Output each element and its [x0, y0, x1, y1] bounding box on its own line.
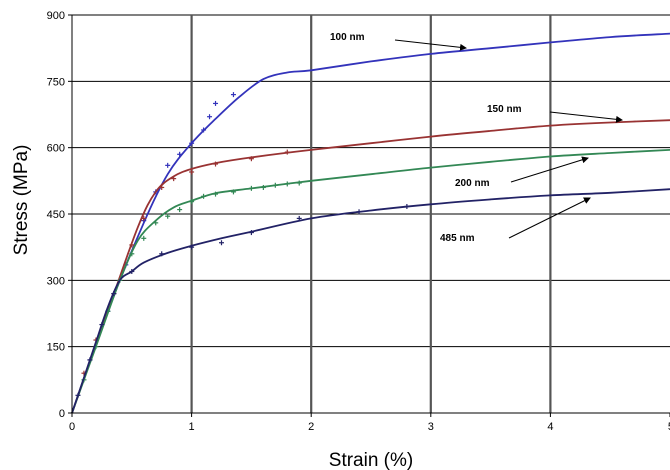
series-200-nm: [71, 149, 670, 414]
annotation-arrow-200-nm: [510, 156, 589, 183]
y-tick-label: 750: [47, 76, 65, 88]
annotation-arrow-150-nm: [549, 111, 623, 123]
axes: 0 150 300 450 600 750 900 0 1 2 3 4 5: [47, 10, 670, 433]
annotation-label-200-nm: 200 nm: [455, 178, 490, 189]
x-tick-label: 1: [189, 421, 195, 433]
grid: [72, 14, 670, 413]
y-tick-label: 150: [47, 342, 65, 354]
x-tick-label: 2: [308, 421, 314, 433]
y-axis-title: Stress (MPa): [11, 145, 32, 256]
series-485-nm: [71, 188, 670, 414]
y-tick-label: 300: [47, 275, 65, 287]
annotation-label-150-nm: 150 nm: [487, 104, 522, 115]
x-tick-label: 3: [428, 421, 434, 433]
series-100-nm: [71, 32, 670, 414]
y-tick-label: 0: [59, 408, 65, 420]
x-axis-title: Strain (%): [329, 450, 413, 470]
y-tick-label: 900: [47, 10, 65, 22]
series-line-150-nm: [71, 119, 670, 414]
series-line-200-nm: [71, 149, 670, 414]
series-line-485-nm: [71, 188, 670, 414]
series-line-100-nm: [71, 32, 670, 414]
x-tick-label: 5: [668, 421, 670, 433]
annotation-arrow-485-nm: [508, 197, 591, 239]
series-layer: [71, 32, 670, 414]
y-tick-label: 450: [47, 209, 65, 221]
annotations: 100 nm 150 nm 200 nm 485 nm: [330, 32, 623, 244]
y-tick-label: 600: [47, 143, 65, 155]
annotation-label-100-nm: 100 nm: [330, 32, 365, 43]
series-150-nm: [71, 119, 670, 414]
annotation-arrow-100-nm: [394, 39, 467, 51]
x-tick-label: 4: [547, 421, 553, 433]
x-tick-label: 0: [69, 421, 75, 433]
annotation-label-485-nm: 485 nm: [440, 233, 475, 244]
